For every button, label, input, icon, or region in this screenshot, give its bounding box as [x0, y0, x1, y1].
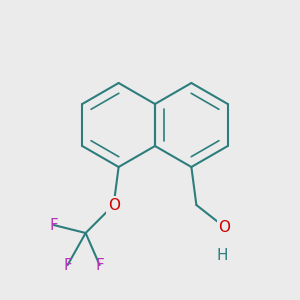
Text: O: O: [218, 220, 230, 235]
Text: F: F: [95, 257, 104, 272]
Text: F: F: [63, 257, 72, 272]
Text: O: O: [108, 197, 120, 212]
Text: F: F: [49, 218, 58, 232]
Text: H: H: [217, 248, 228, 262]
